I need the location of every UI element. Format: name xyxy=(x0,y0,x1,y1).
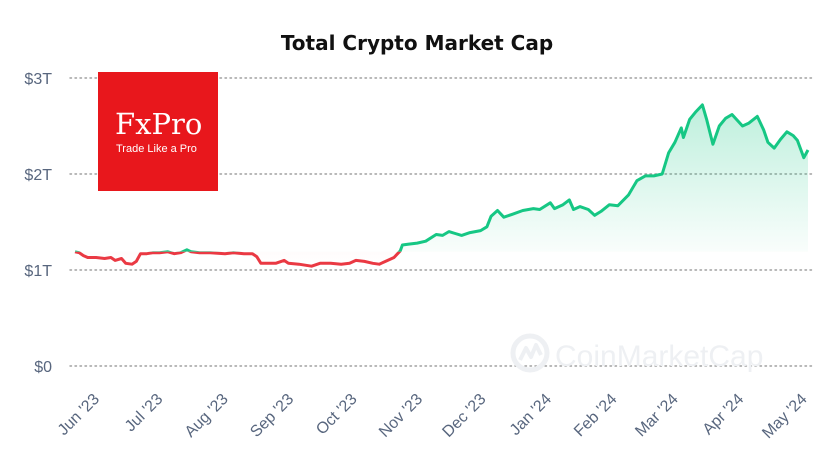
series-line-down xyxy=(74,251,402,268)
x-tick-label: Feb '24 xyxy=(571,391,620,440)
x-tick-label: Aug '23 xyxy=(182,391,232,441)
fxpro-logo-name: FxPro xyxy=(115,107,202,141)
fxpro-logo-background xyxy=(98,72,218,191)
x-tick-label: Jun '23 xyxy=(55,391,103,439)
y-tick-label: $0 xyxy=(34,359,52,376)
chart-title: Total Crypto Market Cap xyxy=(281,31,553,55)
series-line-up xyxy=(75,103,810,252)
area-fill-up xyxy=(182,104,808,252)
fxpro-logo: FxPro Trade Like a Pro xyxy=(98,72,218,191)
x-tick-label: Oct '23 xyxy=(313,391,361,439)
x-tick-label: Dec '23 xyxy=(439,391,489,441)
x-tick-label: Jan '24 xyxy=(507,391,555,439)
watermark: CoinMarketCap xyxy=(510,333,763,373)
area-fill xyxy=(75,104,808,267)
x-axis-ticks: Jun '23 Jul '23 Aug '23 Sep '23 Oct '23 Nov '… xyxy=(55,391,811,442)
y-tick-label: $3T xyxy=(24,71,52,88)
area-fill-down xyxy=(75,251,808,267)
x-tick-label: May '24 xyxy=(759,391,810,442)
fxpro-logo-tagline: Trade Like a Pro xyxy=(116,143,197,155)
y-tick-label: $2T xyxy=(24,167,52,184)
watermark-text: CoinMarketCap xyxy=(555,340,763,373)
market-cap-line xyxy=(74,103,810,268)
x-tick-label: Apr '24 xyxy=(700,391,748,439)
x-tick-label: Nov '23 xyxy=(376,391,426,441)
y-axis-ticks: $0 $1T $2T $3T xyxy=(24,71,52,376)
x-tick-label: Jul '23 xyxy=(122,391,166,435)
x-tick-label: Sep '23 xyxy=(247,391,297,441)
y-tick-label: $1T xyxy=(24,263,52,280)
x-tick-label: Mar '24 xyxy=(632,391,681,440)
coinmarketcap-icon xyxy=(510,333,550,373)
grid-lines xyxy=(69,77,813,367)
